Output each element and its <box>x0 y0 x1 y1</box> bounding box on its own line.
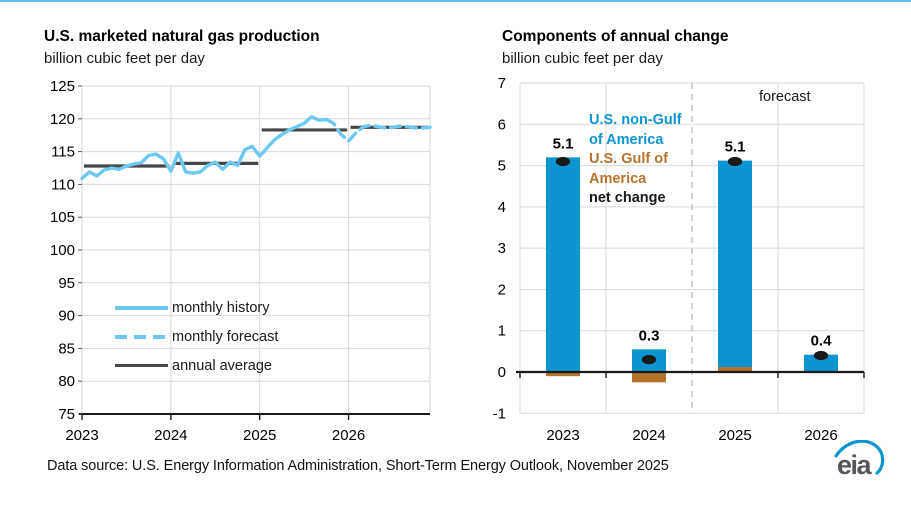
net-change-dot-2023 <box>555 156 571 167</box>
y-tick-label: 105 <box>50 209 75 226</box>
y-tick-label: 75 <box>58 406 75 423</box>
eia-logo-swoosh <box>834 440 885 475</box>
right-axis-labels: -1 0 1 2 3 4 5 6 7 2023 2024 2025 2026 <box>493 75 838 444</box>
left-chart-units: billion cubic feet per day <box>44 50 205 67</box>
x-tick-label: 2025 <box>718 427 751 444</box>
right-chart-title: Components of annual change <box>502 28 729 45</box>
legend-label: annual average <box>172 357 272 374</box>
legend-item-monthly-history: monthly history <box>115 293 278 322</box>
forecast-region-label: forecast <box>759 89 811 105</box>
y-tick-label: 3 <box>498 240 506 257</box>
legend-line-net-change: net change <box>589 190 666 207</box>
data-source-note: Data source: U.S. Energy Information Adm… <box>47 458 669 474</box>
y-tick-label: 2 <box>498 281 506 298</box>
monthly-forecast-line <box>324 117 432 143</box>
legend-line-non-gulf-1: U.S. non-Gulf <box>589 112 682 128</box>
x-tick-label: 2026 <box>332 427 365 444</box>
gulf-bar-2025 <box>718 367 752 373</box>
y-tick-label: 1 <box>498 323 506 340</box>
eia-logo: eia <box>834 440 885 480</box>
y-tick-label: -1 <box>493 405 506 422</box>
legend-line-non-gulf-2: of America <box>589 131 664 148</box>
y-tick-label: 110 <box>51 176 75 193</box>
gulf-bar-2023 <box>546 372 580 377</box>
y-tick-label: 4 <box>498 199 506 216</box>
right-chart-units: billion cubic feet per day <box>502 50 663 67</box>
left-chart-legend: monthly history monthly forecast annual … <box>115 293 278 380</box>
top-accent-bar <box>0 0 911 2</box>
y-tick-label: 100 <box>50 242 75 259</box>
y-tick-label: 80 <box>58 373 75 390</box>
left-grid <box>81 85 431 415</box>
x-tick-label: 2025 <box>243 427 276 444</box>
y-tick-label: 120 <box>50 111 75 128</box>
legend-label: monthly forecast <box>172 328 279 345</box>
x-tick-label: 2024 <box>154 427 187 444</box>
bar-value-label-2025: 5.1 <box>725 139 746 156</box>
bar-value-label-2023: 5.1 <box>553 135 574 152</box>
right-chart-legend: U.S. non-Gulf of America U.S. Gulf of Am… <box>589 111 682 209</box>
bar-value-label-2024: 0.3 <box>639 327 660 344</box>
y-tick-label: 6 <box>498 116 506 133</box>
non-gulf-bar-2025 <box>718 160 752 368</box>
y-tick-label: 90 <box>58 308 75 325</box>
non-gulf-bar-2026 <box>804 354 838 373</box>
annual-average-line-swatch <box>115 364 168 367</box>
eia-logo-text: eia <box>837 450 873 480</box>
x-tick-label: 2024 <box>632 427 665 444</box>
x-tick-label: 2026 <box>804 427 837 444</box>
left-axes <box>78 85 430 420</box>
right-axes <box>516 370 865 379</box>
monthly-forecast-line-swatch <box>115 334 168 339</box>
y-tick-label: 115 <box>51 144 75 161</box>
bars: 5.1 0.3 5.1 0.4 <box>546 135 838 383</box>
y-tick-label: 85 <box>58 340 75 357</box>
legend-item-monthly-forecast: monthly forecast <box>115 322 278 351</box>
bar-value-label-2026: 0.4 <box>811 333 833 350</box>
net-change-dot-2024 <box>641 355 657 365</box>
net-change-dot-2026 <box>813 350 829 361</box>
legend-line-gulf-2: America <box>589 170 647 187</box>
y-tick-label: 5 <box>498 158 506 175</box>
monthly-history-line <box>80 115 328 181</box>
y-tick-label: 95 <box>58 275 75 292</box>
net-change-dot-2025 <box>727 156 743 167</box>
y-tick-label: 7 <box>498 75 506 92</box>
monthly-history-line-swatch <box>115 305 168 310</box>
left-chart-title: U.S. marketed natural gas production <box>44 28 320 45</box>
y-tick-label: 0 <box>498 364 506 381</box>
legend-label: monthly history <box>172 299 270 316</box>
legend-line-gulf-1: U.S. Gulf of <box>589 151 668 168</box>
x-tick-label: 2023 <box>65 427 98 444</box>
legend-item-annual-average: annual average <box>115 351 278 380</box>
y-tick-label: 125 <box>50 78 75 95</box>
left-axis-labels: 75 80 85 90 95 100 105 110 115 120 125 2023 2024 2025… <box>50 78 365 444</box>
x-tick-label: 2023 <box>546 427 579 444</box>
gulf-bar-2024 <box>632 372 666 383</box>
non-gulf-bar-2023 <box>546 157 580 373</box>
